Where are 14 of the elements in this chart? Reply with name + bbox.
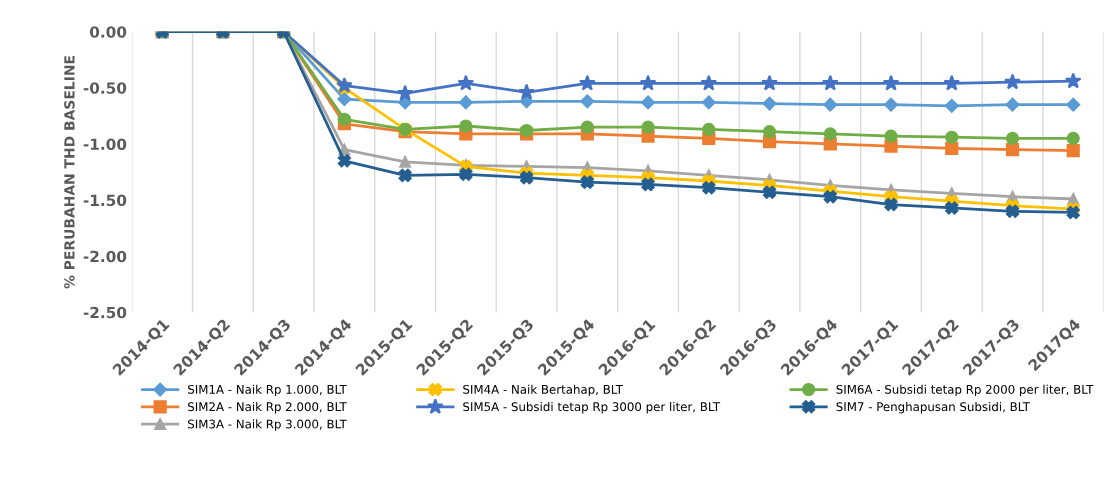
legend-label: SIM4A - Naik Bertahap, BLT — [463, 384, 623, 397]
y-tick-label: -1.00 — [83, 138, 127, 150]
legend-label: SIM7 - Penghapusan Subsidi, BLT — [836, 402, 1030, 414]
y-tick-label: -0.50 — [83, 82, 127, 94]
legend-label: SIM2A - Naik Rp 2.000, BLT — [188, 402, 347, 414]
y-axis-title: % PERUBAHAN THD BASELINE — [64, 56, 75, 289]
legend-label: SIM1A - Naik Rp 1.000, BLT — [188, 384, 347, 397]
y-tick-label: -2.00 — [83, 250, 127, 263]
legend-label: SIM6A - Subsidi tetap Rp 2000 per liter, BLT — [836, 384, 1094, 397]
legend-label: SIM5A - Subsidi tetap Rp 3000 per liter, BLT — [463, 402, 721, 414]
y-tick-label: -2.50 — [83, 306, 127, 319]
y-tick-label: 0.00 — [89, 26, 127, 38]
y-tick-label: -1.50 — [83, 194, 127, 207]
legend-label: SIM3A - Naik Rp 3.000, BLT — [188, 419, 347, 431]
